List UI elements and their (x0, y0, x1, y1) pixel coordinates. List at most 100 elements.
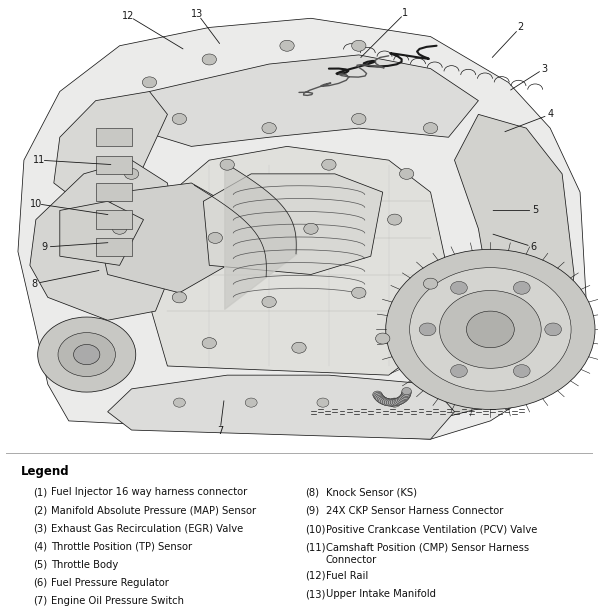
Text: Positive Crankcase Ventilation (PCV) Valve: Positive Crankcase Ventilation (PCV) Val… (326, 525, 537, 534)
Circle shape (280, 40, 294, 51)
Polygon shape (132, 55, 478, 146)
Circle shape (142, 77, 157, 88)
Circle shape (220, 159, 234, 170)
Circle shape (38, 317, 136, 392)
Circle shape (545, 323, 562, 336)
Bar (96, 238, 132, 256)
Circle shape (376, 395, 385, 403)
Circle shape (74, 345, 100, 365)
Circle shape (466, 311, 514, 348)
Circle shape (373, 392, 383, 400)
Circle shape (379, 397, 388, 404)
Text: Fuel Pressure Regulator: Fuel Pressure Regulator (51, 578, 169, 587)
Polygon shape (60, 201, 144, 265)
Text: (8): (8) (305, 487, 319, 497)
Circle shape (112, 223, 127, 234)
Text: Exhaust Gas Recirculation (EGR) Valve: Exhaust Gas Recirculation (EGR) Valve (51, 523, 243, 533)
Polygon shape (54, 92, 167, 206)
Text: 24X CKP Sensor Harness Connector: 24X CKP Sensor Harness Connector (326, 506, 504, 515)
Circle shape (322, 159, 336, 170)
Text: 12: 12 (123, 11, 135, 21)
Bar (96, 128, 132, 146)
Circle shape (172, 113, 187, 124)
Text: 1: 1 (402, 8, 408, 18)
Text: 10: 10 (30, 199, 42, 209)
Polygon shape (108, 375, 454, 439)
Bar (96, 210, 132, 229)
Text: (2): (2) (33, 505, 47, 515)
Circle shape (208, 232, 222, 243)
Polygon shape (431, 115, 574, 421)
Circle shape (399, 395, 408, 402)
Circle shape (402, 389, 411, 396)
Circle shape (377, 396, 387, 403)
Circle shape (401, 390, 411, 398)
Text: (10): (10) (305, 525, 325, 534)
Circle shape (317, 398, 329, 407)
Text: Engine Oil Pressure Switch: Engine Oil Pressure Switch (51, 596, 184, 606)
Text: (5): (5) (33, 559, 47, 570)
Text: (9): (9) (305, 506, 319, 515)
Text: 4: 4 (547, 109, 553, 120)
Polygon shape (203, 174, 383, 274)
Circle shape (440, 290, 541, 368)
Circle shape (304, 223, 318, 234)
Circle shape (173, 398, 185, 407)
Text: (12): (12) (305, 571, 325, 581)
Circle shape (373, 391, 382, 398)
Text: 3: 3 (541, 63, 547, 74)
Circle shape (401, 392, 410, 400)
Text: 5: 5 (532, 206, 538, 215)
Circle shape (392, 398, 402, 406)
Text: (6): (6) (33, 578, 47, 587)
Circle shape (390, 399, 400, 406)
Circle shape (419, 323, 436, 336)
Circle shape (352, 113, 366, 124)
Polygon shape (18, 18, 586, 439)
Text: 2: 2 (517, 23, 523, 32)
Text: (4): (4) (33, 542, 47, 551)
Circle shape (389, 398, 401, 407)
Circle shape (376, 333, 390, 344)
Text: 13: 13 (191, 9, 203, 19)
Circle shape (352, 287, 366, 298)
Circle shape (513, 281, 530, 294)
Text: 8: 8 (32, 279, 38, 289)
Text: 9: 9 (42, 242, 48, 252)
Circle shape (380, 398, 390, 405)
Circle shape (245, 398, 257, 407)
Text: Fuel Rail: Fuel Rail (326, 571, 368, 581)
Circle shape (262, 123, 276, 134)
Text: 11: 11 (33, 155, 45, 165)
Circle shape (388, 399, 398, 406)
Circle shape (262, 296, 276, 307)
Circle shape (382, 398, 392, 406)
Text: (13): (13) (305, 589, 325, 600)
Circle shape (394, 398, 404, 405)
Circle shape (292, 342, 306, 353)
Circle shape (513, 365, 530, 378)
Text: (11): (11) (305, 543, 325, 553)
Bar (96, 183, 132, 201)
Circle shape (396, 396, 405, 404)
Circle shape (399, 393, 409, 401)
Circle shape (202, 338, 216, 349)
Text: Knock Sensor (KS): Knock Sensor (KS) (326, 487, 417, 497)
Circle shape (410, 268, 571, 391)
Text: Fuel Injector 16 way harness connector: Fuel Injector 16 way harness connector (51, 487, 247, 497)
Circle shape (451, 281, 468, 294)
Circle shape (388, 214, 402, 225)
Polygon shape (144, 146, 448, 375)
Circle shape (58, 332, 115, 376)
Text: 6: 6 (530, 242, 536, 252)
Circle shape (124, 168, 139, 179)
Text: Throttle Position (TP) Sensor: Throttle Position (TP) Sensor (51, 542, 192, 551)
Polygon shape (96, 183, 239, 293)
Circle shape (402, 387, 411, 395)
Circle shape (399, 168, 414, 179)
Text: Camshaft Position (CMP) Sensor Harness
Connector: Camshaft Position (CMP) Sensor Harness C… (326, 543, 529, 564)
Circle shape (397, 396, 407, 403)
Circle shape (423, 278, 438, 289)
Circle shape (423, 123, 438, 134)
Circle shape (385, 399, 394, 406)
